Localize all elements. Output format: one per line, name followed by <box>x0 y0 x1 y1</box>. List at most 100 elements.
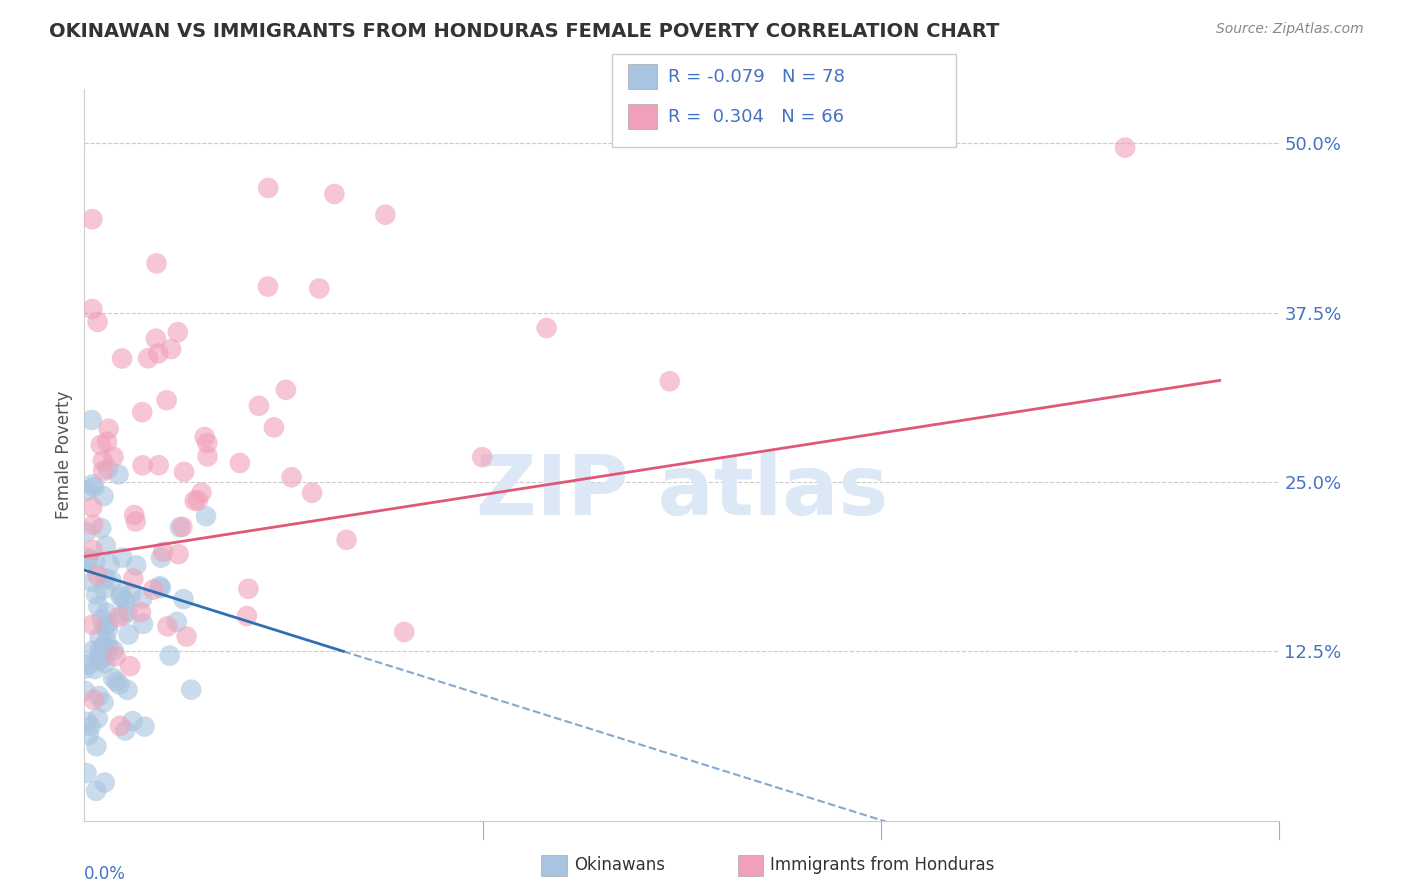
Point <box>172 520 194 534</box>
Point <box>97 622 120 636</box>
Point <box>114 593 136 607</box>
Point <box>120 659 142 673</box>
Point <box>308 281 330 295</box>
Point <box>108 678 131 692</box>
Point <box>125 515 148 529</box>
Y-axis label: Female Poverty: Female Poverty <box>55 391 73 519</box>
Point <box>187 493 209 508</box>
Point <box>82 617 104 632</box>
Point <box>103 450 125 464</box>
Text: 0.0%: 0.0% <box>84 864 127 882</box>
Point <box>89 643 111 657</box>
Point <box>86 315 108 329</box>
Point <box>156 619 179 633</box>
Point <box>86 739 108 754</box>
Point <box>77 728 100 742</box>
Point <box>183 493 205 508</box>
Point <box>93 619 115 633</box>
Point <box>82 542 104 557</box>
Point <box>180 682 202 697</box>
Point <box>94 571 117 585</box>
Point <box>91 651 114 665</box>
Point <box>94 539 117 553</box>
Point <box>97 462 120 476</box>
Point <box>82 517 104 532</box>
Point <box>156 393 179 408</box>
Point <box>84 588 107 602</box>
Point <box>169 520 191 534</box>
Point <box>93 775 115 789</box>
Point <box>82 212 104 227</box>
Point <box>152 545 174 559</box>
Point <box>335 533 357 547</box>
Point <box>132 616 155 631</box>
Point <box>80 574 103 589</box>
Point <box>148 458 170 472</box>
Point <box>91 454 114 468</box>
Point <box>167 547 190 561</box>
Point <box>86 568 108 582</box>
Point <box>110 590 132 604</box>
Point <box>90 648 112 662</box>
Point <box>263 420 285 434</box>
Point <box>120 587 142 601</box>
Point <box>394 624 416 639</box>
Text: R =  0.304   N = 66: R = 0.304 N = 66 <box>668 108 844 126</box>
Point <box>75 661 97 675</box>
Point <box>197 450 219 464</box>
Text: OKINAWAN VS IMMIGRANTS FROM HONDURAS FEMALE POVERTY CORRELATION CHART: OKINAWAN VS IMMIGRANTS FROM HONDURAS FEM… <box>49 22 1000 41</box>
Point <box>91 640 114 655</box>
Point <box>77 657 100 672</box>
Point <box>83 480 105 494</box>
Point <box>91 464 114 478</box>
Point <box>149 550 172 565</box>
Point <box>257 279 280 293</box>
Point <box>103 643 125 657</box>
Point <box>93 696 115 710</box>
Point <box>96 606 118 620</box>
Point <box>82 477 104 491</box>
Point <box>117 605 139 619</box>
Point <box>108 610 131 624</box>
Point <box>90 438 112 452</box>
Point <box>98 558 121 572</box>
Point <box>117 683 139 698</box>
Point <box>166 615 188 629</box>
Text: Okinawans: Okinawans <box>574 856 665 874</box>
Point <box>97 616 120 631</box>
Point <box>274 383 297 397</box>
Point <box>100 574 122 588</box>
Point <box>82 500 104 515</box>
Point <box>236 609 259 624</box>
Point <box>121 714 143 728</box>
Point <box>536 321 558 335</box>
Point <box>87 689 110 703</box>
Point <box>76 766 98 780</box>
Point <box>280 470 302 484</box>
Point <box>131 458 153 473</box>
Point <box>238 582 260 596</box>
Point <box>107 467 129 482</box>
Point <box>93 640 115 654</box>
Point <box>194 430 217 444</box>
Point <box>114 723 136 738</box>
Point <box>195 509 218 524</box>
Point <box>97 422 120 436</box>
Point <box>160 342 183 356</box>
Point <box>301 485 323 500</box>
Point <box>173 592 195 607</box>
Point <box>75 525 97 540</box>
Point <box>229 456 252 470</box>
Point <box>83 662 105 676</box>
Point <box>658 374 681 388</box>
Point <box>131 591 153 606</box>
Point <box>90 612 112 626</box>
Text: Source: ZipAtlas.com: Source: ZipAtlas.com <box>1216 22 1364 37</box>
Point <box>87 599 110 614</box>
Point <box>195 436 218 450</box>
Point <box>84 555 107 569</box>
Point <box>89 630 111 644</box>
Point <box>82 301 104 316</box>
Point <box>84 784 107 798</box>
Point <box>149 579 172 593</box>
